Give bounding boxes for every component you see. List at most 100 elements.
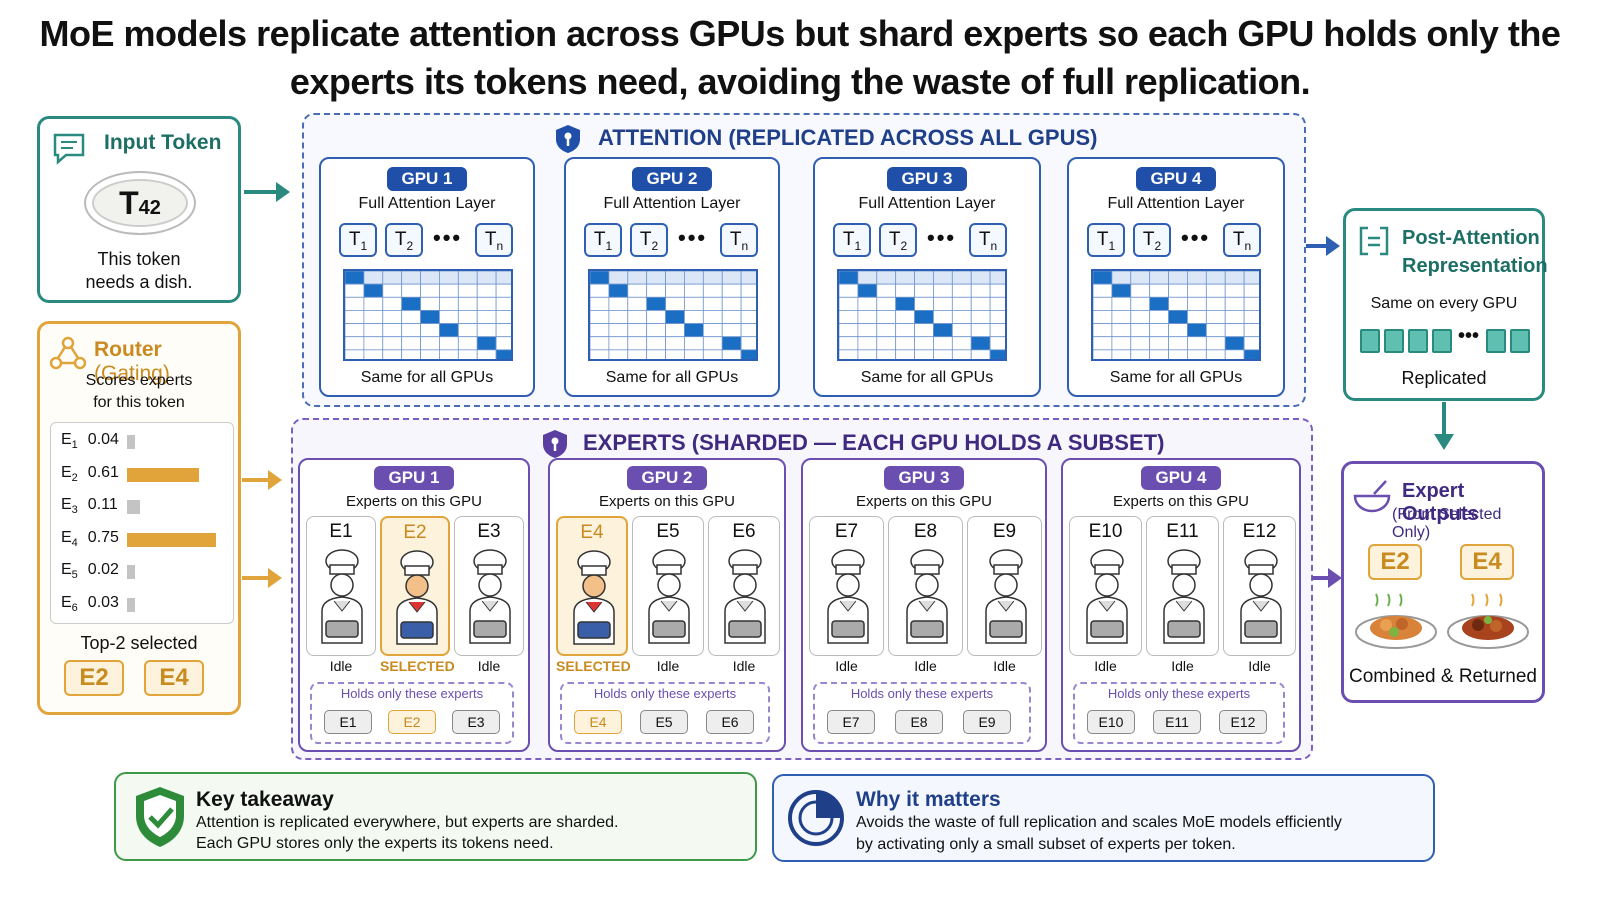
matrix-cell	[646, 271, 666, 285]
expert-name: E4	[580, 522, 604, 543]
matrix-cell	[590, 310, 610, 324]
token-letter: T	[842, 229, 855, 250]
expert-chip: E9	[963, 710, 1011, 734]
score-row: E6 0.03	[61, 594, 119, 614]
page-title: MoE models replicate attention across GP…	[39, 13, 1561, 102]
matrix-cell	[495, 296, 511, 311]
matrix-cell	[457, 296, 478, 311]
attention-foot: Same for all GPUs	[1109, 369, 1243, 386]
matrix-cell	[951, 323, 972, 338]
matrix-cell	[382, 271, 403, 285]
matrix-cell	[951, 283, 972, 298]
token-sub: 42	[138, 197, 161, 219]
matrix-cell	[914, 271, 934, 285]
matrix-cell	[1205, 323, 1226, 338]
matrix-cell	[914, 323, 934, 338]
matrix-cell	[1149, 336, 1169, 351]
matrix-cell	[702, 296, 723, 311]
chef-icon	[1239, 549, 1282, 644]
token-letter: T	[639, 229, 652, 250]
matrix-cell	[933, 349, 953, 359]
outputs-sub: (From Selected Only)	[1392, 506, 1502, 541]
gpu-label: GPU 4	[1141, 466, 1221, 490]
matrix-cell	[684, 336, 704, 351]
matrix-cell	[1111, 323, 1132, 338]
matrix-cell	[989, 310, 1005, 324]
token-chip: Tn	[1223, 223, 1261, 257]
expert-card: E2	[380, 516, 450, 656]
expert-chip: E6	[706, 710, 754, 734]
matrix-cell	[1130, 323, 1151, 338]
matrix-cell	[1130, 283, 1151, 298]
expert-gpu-card: GPU 3 Experts on this GPU E7 Idle E8 Idle E9 Id…	[801, 458, 1047, 752]
matrix-cell	[1130, 349, 1151, 359]
expert-name: E1	[329, 521, 353, 542]
post-title-1: Post-Attention	[1402, 227, 1540, 249]
matrix-cell	[1130, 336, 1151, 351]
matrix-cell	[1111, 283, 1132, 298]
expert-gpu-card: GPU 4 Experts on this GPU E10 Idle E11 Idle E1…	[1061, 458, 1301, 752]
matrix-cell	[989, 323, 1005, 338]
matrix-cell	[740, 349, 756, 359]
gpu-label: GPU 4	[1136, 167, 1216, 191]
matrix-cell	[876, 283, 897, 298]
chef-icon	[1085, 549, 1128, 644]
input-desc-1: This token	[97, 249, 181, 269]
token-sub: 1	[854, 238, 862, 253]
expert-chip: E10	[1087, 710, 1135, 734]
matrix-cell	[457, 310, 478, 324]
matrix-cell	[1149, 283, 1169, 298]
expert-status: Idle	[329, 658, 353, 674]
matrix-cell	[914, 310, 934, 324]
matrix-cell	[439, 323, 459, 338]
matrix-cell	[857, 283, 878, 298]
matrix-cell	[989, 336, 1005, 351]
matrix-cell	[382, 336, 403, 351]
matrix-cell	[1243, 271, 1259, 285]
token-chip: Tn	[969, 223, 1007, 257]
attention-matrix	[343, 269, 513, 361]
matrix-cell	[401, 296, 421, 311]
matrix-cell	[439, 336, 459, 351]
attention-matrix	[588, 269, 758, 361]
matrix-cell	[1187, 283, 1207, 298]
holds-label: Holds only these experts	[340, 686, 484, 701]
score-expert-num: 2	[71, 471, 78, 484]
matrix-cell	[1111, 296, 1132, 311]
matrix-cell	[345, 336, 365, 351]
matrix-cell	[989, 283, 1005, 298]
arrow-attention-to-post	[1306, 236, 1340, 256]
matrix-cell	[345, 283, 365, 298]
matrix-cell	[895, 296, 915, 311]
why-line-2: by activating only a small subset of exp…	[856, 836, 1236, 853]
key-takeaway-panel: Key takeaway Attention is replicated eve…	[114, 772, 757, 861]
router-desc-1: Scores experts	[85, 372, 193, 389]
chef-icon	[905, 549, 948, 644]
matrix-cell	[895, 336, 915, 351]
why-it-matters-panel: Why it matters Avoids the waste of full …	[772, 774, 1435, 862]
token-ellipsis: •••	[1181, 225, 1211, 250]
matrix-cell	[420, 296, 440, 311]
attention-matrix	[1091, 269, 1261, 361]
router-score-list: E1 0.04 E2 0.61 E3 0.11 E4 0.75 E5 0.02 E6 0.03	[50, 422, 234, 624]
matrix-cell	[895, 323, 915, 338]
full-attention-label: Full Attention Layer	[1107, 195, 1245, 212]
dish-e4-icon	[1447, 593, 1529, 649]
expert-chip: E12	[1219, 710, 1267, 734]
expert-card: E1	[306, 516, 376, 656]
matrix-cell	[476, 310, 497, 324]
matrix-cell	[1243, 336, 1259, 351]
matrix-cell	[914, 283, 934, 298]
matrix-cell	[1205, 296, 1226, 311]
shield-icon	[543, 430, 567, 458]
matrix-cell	[839, 336, 859, 351]
matrix-cell	[1243, 323, 1259, 338]
matrix-cell	[876, 336, 897, 351]
matrix-cell	[590, 323, 610, 338]
matrix-cell	[345, 310, 365, 324]
matrix-cell	[839, 271, 859, 285]
matrix-cell	[627, 323, 648, 338]
arrow-router-1	[242, 470, 282, 490]
token-sub: 2	[900, 238, 908, 253]
matrix-cell	[933, 283, 953, 298]
